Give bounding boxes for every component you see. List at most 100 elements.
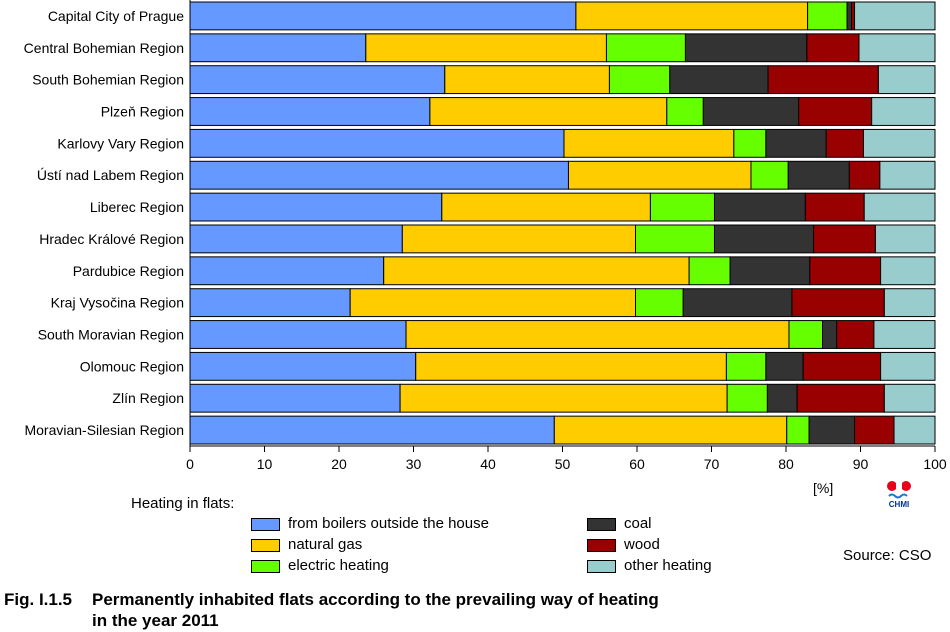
bar-segment-9-1 [349,288,637,318]
category-label-0: Capital City of Prague [48,8,184,24]
bar-segment-8-0 [189,256,385,286]
bar-segment-12-0 [189,383,401,413]
bar-segment-13-0 [189,415,555,445]
category-label-8: Pardubice Region [73,263,184,279]
bar-segment-8-3 [729,256,811,286]
category-label-6: Liberec Region [90,199,184,215]
bar-segment-12-3 [766,383,798,413]
legend-swatch-1 [251,539,280,552]
bar-segment-11-5 [880,351,936,381]
bar-segment-0-5 [854,1,936,31]
bar-segment-11-4 [802,351,882,381]
x-tick-label-7: 70 [704,456,720,472]
bar-segment-13-1 [553,415,788,445]
x-tick-label-8: 80 [778,456,794,472]
bar-segment-5-1 [567,160,752,190]
svg-text:CHMI: CHMI [889,500,909,509]
bar-segment-10-5 [873,320,936,349]
bar-segment-3-5 [871,97,936,126]
legend-swatch-4 [587,539,616,552]
bar-segment-10-0 [189,320,407,349]
bar-segment-11-3 [765,351,804,381]
bar-segment-2-3 [669,65,769,95]
legend-swatch-3 [587,518,616,531]
x-tick-label-3: 30 [406,456,422,472]
bar-segment-1-4 [806,33,860,63]
bar-segment-7-5 [874,224,936,254]
chmi-logo: CHMI [887,481,911,509]
bar-segment-12-2 [726,383,768,413]
legend-swatch-5 [587,560,616,573]
bar-segment-8-5 [880,256,936,286]
x-tick-label-9: 90 [853,456,869,472]
legend-label-3: coal [624,515,652,532]
bar-segment-3-2 [666,97,704,126]
source-note: Source: CSO [843,547,932,564]
bar-segment-10-2 [788,320,824,349]
category-label-7: Hradec Králové Region [39,231,184,247]
bar-segment-6-2 [649,192,715,222]
bar-segment-8-2 [688,256,731,286]
x-tick-label-6: 60 [629,456,645,472]
caption-line2: in the year 2011 [92,611,219,630]
bar-segment-2-2 [608,65,671,95]
figure-number: Fig. I.1.5 [4,590,73,609]
bar-segment-2-0 [189,65,446,95]
category-label-2: South Bohemian Region [32,72,184,88]
bar-segment-11-2 [725,351,767,381]
bar-segment-2-4 [767,65,879,95]
bar-segment-10-1 [405,320,790,349]
bar-segment-4-2 [733,128,767,158]
bar-segment-13-4 [854,415,895,445]
x-tick-label-4: 40 [480,456,496,472]
bar-segment-3-4 [798,97,873,126]
bar-segment-11-1 [415,351,727,381]
category-label-13: Moravian-Silesian Region [24,422,184,438]
bar-segment-0-2 [807,1,848,31]
bar-segment-1-5 [858,33,936,63]
bar-segment-4-5 [862,128,936,158]
bar-segment-13-5 [893,415,936,445]
bar-segment-2-1 [444,65,610,95]
bar-segment-12-5 [883,383,936,413]
bar-segment-3-0 [189,97,431,126]
bar-segment-9-4 [791,288,885,318]
category-label-4: Karlovy Vary Region [57,135,184,151]
bar-segment-5-4 [848,160,881,190]
bar-segment-7-1 [401,224,637,254]
bar-segment-1-2 [605,33,686,63]
bar-segment-6-4 [804,192,865,222]
bar-segment-6-5 [863,192,936,222]
bar-segment-4-3 [765,128,827,158]
bar-segment-5-5 [879,160,936,190]
bar-segment-0-1 [575,1,809,31]
category-label-12: Zlín Region [112,390,184,406]
category-label-11: Olomouc Region [80,358,184,374]
bar-segment-1-0 [189,33,367,63]
bar-segment-7-0 [189,224,403,254]
x-tick-label-5: 50 [555,456,571,472]
bar-segment-5-3 [787,160,850,190]
category-label-9: Kraj Vysočina Region [51,295,184,311]
bar-segment-0-3 [846,1,853,31]
bar-segment-13-3 [808,415,856,445]
bar-segment-6-3 [713,192,806,222]
caption-line1: Permanently inhabited flats according to… [92,590,659,609]
x-tick-label-2: 20 [331,456,347,472]
category-label-3: Plzeň Region [101,104,184,120]
category-label-5: Ústí nad Labem Region [37,167,184,183]
x-tick-label-0: 0 [186,456,194,472]
bar-segment-5-2 [750,160,789,190]
bar-segment-9-2 [635,288,684,318]
legend-label-0: from boilers outside the house [288,515,489,532]
bar-segment-1-1 [365,33,607,63]
legend-label-2: electric heating [288,557,389,574]
bar-segment-7-4 [813,224,876,254]
bar-segment-10-4 [836,320,875,349]
bar-segment-12-1 [399,383,728,413]
legend-label-1: natural gas [288,536,363,553]
bar-segment-4-0 [189,128,565,158]
category-label-1: Central Bohemian Region [24,40,184,56]
legend-label-5: other heating [624,557,712,574]
legend-label-4: wood [624,536,660,553]
